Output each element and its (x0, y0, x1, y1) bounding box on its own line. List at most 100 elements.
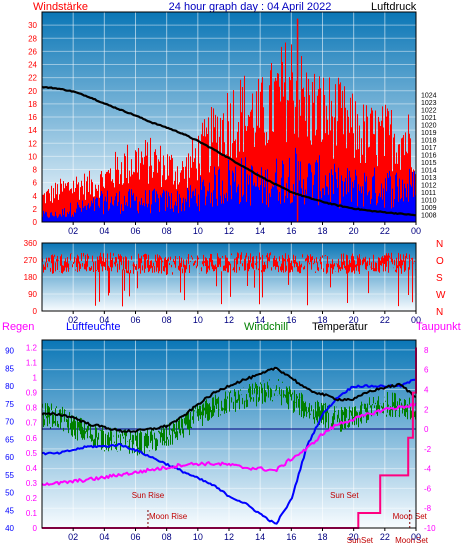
wind-y-tick-label: 10 (28, 152, 37, 161)
astro-annotation-label: Sun Set (330, 491, 359, 500)
dewpoint-legend-label: Taupunkt (416, 321, 461, 333)
pressure-y-tick-label: 1017 (421, 145, 437, 152)
wind-x-tick-label: 14 (255, 226, 265, 236)
pressure-y-tick-label: 1009 (421, 205, 437, 212)
pressure-y-tick-label: 1016 (421, 153, 437, 160)
direction-y-tick-label: 90 (28, 290, 37, 299)
direction-x-tick-label: 18 (317, 315, 327, 325)
climate-x-tick-label: 12 (224, 532, 234, 542)
wind-y-tick-label: 0 (33, 218, 38, 227)
rain-legend-label: Regen (2, 321, 34, 333)
temperature-legend-label: Temperatur (312, 321, 368, 333)
wind-y-tick-label: 12 (28, 139, 37, 148)
wind-x-tick-label: 12 (224, 226, 234, 236)
climate-x-tick-label: 00 (411, 532, 421, 542)
pressure-y-tick-label: 1008 (421, 213, 437, 220)
direction-y-tick-label: 270 (24, 256, 38, 265)
wind-x-tick-label: 10 (193, 226, 203, 236)
climate-x-tick-label: 16 (286, 532, 296, 542)
graph-title: 24 hour graph day : 04 April 2022 (169, 1, 332, 13)
rain-y-tick-label: 0.5 (26, 449, 38, 458)
rain-y-tick-label: 0.9 (26, 389, 38, 398)
direction-compass-label: O (436, 256, 444, 267)
wind-panel-frame (41, 11, 417, 223)
wind-y-tick-label: 24 (28, 61, 37, 70)
direction-x-tick-label: 08 (162, 315, 172, 325)
temperature-y-tick-label: -8 (424, 504, 432, 513)
pressure-y-tick-label: 1021 (421, 115, 437, 122)
wind-strength-label: Windstärke (33, 1, 88, 13)
humidity-y-tick-label: 70 (5, 418, 14, 427)
wind-y-tick-label: 26 (28, 47, 37, 56)
wind-y-tick-label: 6 (33, 179, 38, 188)
humidity-y-tick-label: 40 (5, 524, 14, 533)
astro-annotation-label: Moon Set (393, 512, 428, 521)
rain-y-tick-label: 1.2 (26, 344, 38, 353)
direction-x-tick-label: 16 (286, 315, 296, 325)
astro-annotation-label: Moon Rise (149, 512, 188, 521)
wind-x-tick-label: 22 (380, 226, 390, 236)
wind-x-tick-label: 18 (317, 226, 327, 236)
temperature-y-tick-label: 6 (424, 366, 429, 375)
temperature-y-tick-label: 2 (424, 405, 429, 414)
wind-y-tick-label: 28 (28, 34, 37, 43)
astro-annotation-label: SunSet (347, 536, 374, 545)
temperature-line (41, 366, 417, 433)
pressure-y-tick-label: 1011 (421, 190, 436, 197)
rain-y-tick-label: 0 (33, 524, 38, 533)
wind-y-tick-label: 20 (28, 87, 37, 96)
wind-y-tick-label: 4 (33, 192, 38, 201)
temperature-y-tick-label: 8 (424, 346, 429, 355)
direction-compass-label: S (436, 273, 443, 284)
pressure-y-tick-label: 1020 (421, 123, 437, 130)
direction-x-tick-label: 14 (255, 315, 265, 325)
direction-x-tick-label: 22 (380, 315, 390, 325)
rain-y-tick-label: 1.1 (26, 359, 38, 368)
climate-x-tick-label: 20 (349, 532, 359, 542)
wind-x-tick-label: 00 (411, 226, 421, 236)
climate-panel-frame (41, 339, 417, 529)
wind-y-tick-label: 18 (28, 100, 37, 109)
climate-x-tick-label: 14 (255, 532, 265, 542)
astro-annotation-label: Moon (395, 536, 415, 545)
pressure-line (41, 85, 417, 217)
windchill-legend-label: Windchill (244, 321, 288, 333)
direction-x-tick-label: 10 (193, 315, 203, 325)
direction-x-tick-label: 00 (411, 315, 421, 325)
rain-y-tick-label: 0.3 (26, 479, 38, 488)
rain-y-tick-label: 1 (33, 374, 38, 383)
climate-x-tick-label: 08 (162, 532, 172, 542)
rain-y-tick-label: 0.1 (26, 509, 38, 518)
direction-x-tick-label: 04 (99, 315, 109, 325)
rain-y-tick-label: 0.7 (26, 419, 38, 428)
direction-x-tick-label: 06 (130, 315, 140, 325)
dewpoint-line (41, 402, 417, 486)
climate-x-tick-label: 02 (68, 532, 78, 542)
astro-annotation-label: Sun Rise (132, 491, 165, 500)
pressure-y-tick-label: 1019 (421, 130, 437, 137)
astro-annotation-label: Set (416, 536, 429, 545)
temperature-y-tick-label: -6 (424, 484, 432, 493)
wind-x-tick-label: 06 (130, 226, 140, 236)
wind-y-tick-label: 16 (28, 113, 37, 122)
temperature-y-tick-label: -2 (424, 445, 432, 454)
direction-x-tick-label: 20 (349, 315, 359, 325)
data-layer (41, 18, 417, 529)
pressure-y-tick-label: 1023 (421, 100, 437, 107)
pressure-label: Luftdruck (371, 1, 417, 13)
pressure-y-tick-label: 1022 (421, 108, 437, 115)
rain-y-tick-label: 0.2 (26, 494, 38, 503)
direction-x-tick-label: 02 (68, 315, 78, 325)
direction-y-tick-label: 360 (24, 239, 38, 248)
temperature-y-tick-label: -4 (424, 465, 432, 474)
pressure-y-tick-label: 1024 (421, 93, 437, 100)
climate-x-tick-label: 10 (193, 532, 203, 542)
pressure-y-tick-label: 1015 (421, 160, 437, 167)
humidity-y-tick-label: 90 (5, 347, 14, 356)
wind-x-tick-label: 20 (349, 226, 359, 236)
temperature-y-tick-label: -10 (424, 524, 436, 533)
humidity-legend-label: Luftfeuchte (66, 321, 120, 333)
wind-y-tick-label: 14 (28, 126, 37, 135)
humidity-y-tick-label: 55 (5, 471, 14, 480)
wind-x-tick-label: 02 (68, 226, 78, 236)
